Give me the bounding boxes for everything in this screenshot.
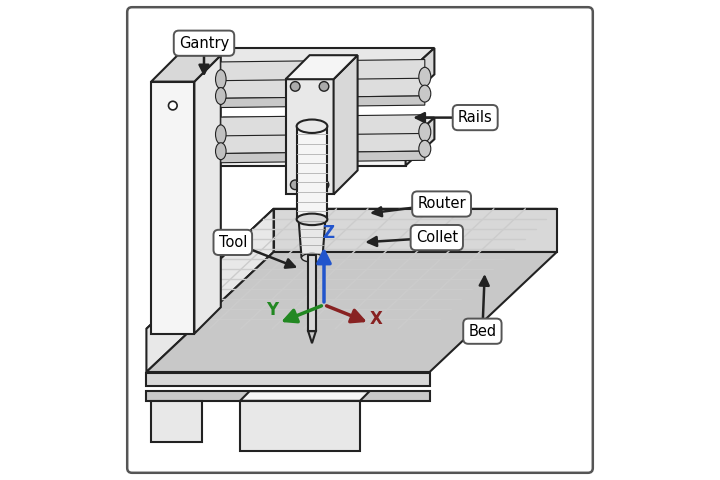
Polygon shape	[146, 373, 430, 386]
Ellipse shape	[302, 253, 323, 262]
Polygon shape	[194, 48, 434, 74]
Ellipse shape	[419, 140, 431, 157]
Polygon shape	[221, 96, 425, 108]
Ellipse shape	[215, 125, 226, 144]
Polygon shape	[151, 55, 221, 82]
Polygon shape	[274, 209, 557, 252]
Ellipse shape	[297, 120, 328, 133]
Polygon shape	[221, 134, 425, 147]
Circle shape	[168, 101, 177, 110]
Polygon shape	[194, 74, 405, 101]
Polygon shape	[308, 331, 316, 343]
Polygon shape	[333, 55, 358, 194]
Polygon shape	[194, 144, 405, 166]
Polygon shape	[240, 401, 360, 451]
Polygon shape	[221, 60, 425, 82]
Polygon shape	[297, 127, 328, 218]
Circle shape	[290, 82, 300, 91]
Polygon shape	[405, 48, 434, 101]
Text: Gantry: Gantry	[179, 36, 229, 51]
Text: Tool: Tool	[219, 235, 247, 250]
Polygon shape	[221, 151, 425, 163]
Ellipse shape	[419, 85, 431, 102]
Ellipse shape	[215, 70, 226, 89]
Circle shape	[290, 180, 300, 190]
Polygon shape	[151, 82, 194, 334]
Polygon shape	[221, 79, 425, 92]
Polygon shape	[286, 55, 358, 79]
FancyBboxPatch shape	[127, 7, 593, 473]
Circle shape	[319, 180, 329, 190]
Polygon shape	[146, 209, 274, 372]
Polygon shape	[146, 252, 557, 372]
Text: Collet: Collet	[415, 230, 458, 245]
Polygon shape	[194, 118, 434, 144]
Text: Y: Y	[266, 301, 278, 319]
Ellipse shape	[419, 67, 431, 86]
Ellipse shape	[215, 87, 226, 105]
Polygon shape	[221, 133, 425, 154]
Polygon shape	[405, 118, 434, 166]
Polygon shape	[221, 78, 425, 98]
Text: Router: Router	[418, 196, 466, 212]
Polygon shape	[240, 391, 369, 401]
Text: Z: Z	[323, 224, 335, 241]
Ellipse shape	[419, 122, 431, 142]
Circle shape	[319, 82, 329, 91]
Polygon shape	[308, 255, 316, 331]
Polygon shape	[146, 209, 557, 329]
Polygon shape	[151, 401, 202, 442]
Polygon shape	[299, 218, 325, 257]
Ellipse shape	[215, 143, 226, 160]
Text: Bed: Bed	[468, 324, 497, 339]
Polygon shape	[146, 391, 430, 401]
Text: Rails: Rails	[458, 110, 492, 125]
Polygon shape	[194, 55, 221, 334]
Polygon shape	[221, 115, 425, 137]
Ellipse shape	[297, 214, 328, 225]
Polygon shape	[286, 79, 333, 194]
Text: X: X	[369, 310, 382, 328]
